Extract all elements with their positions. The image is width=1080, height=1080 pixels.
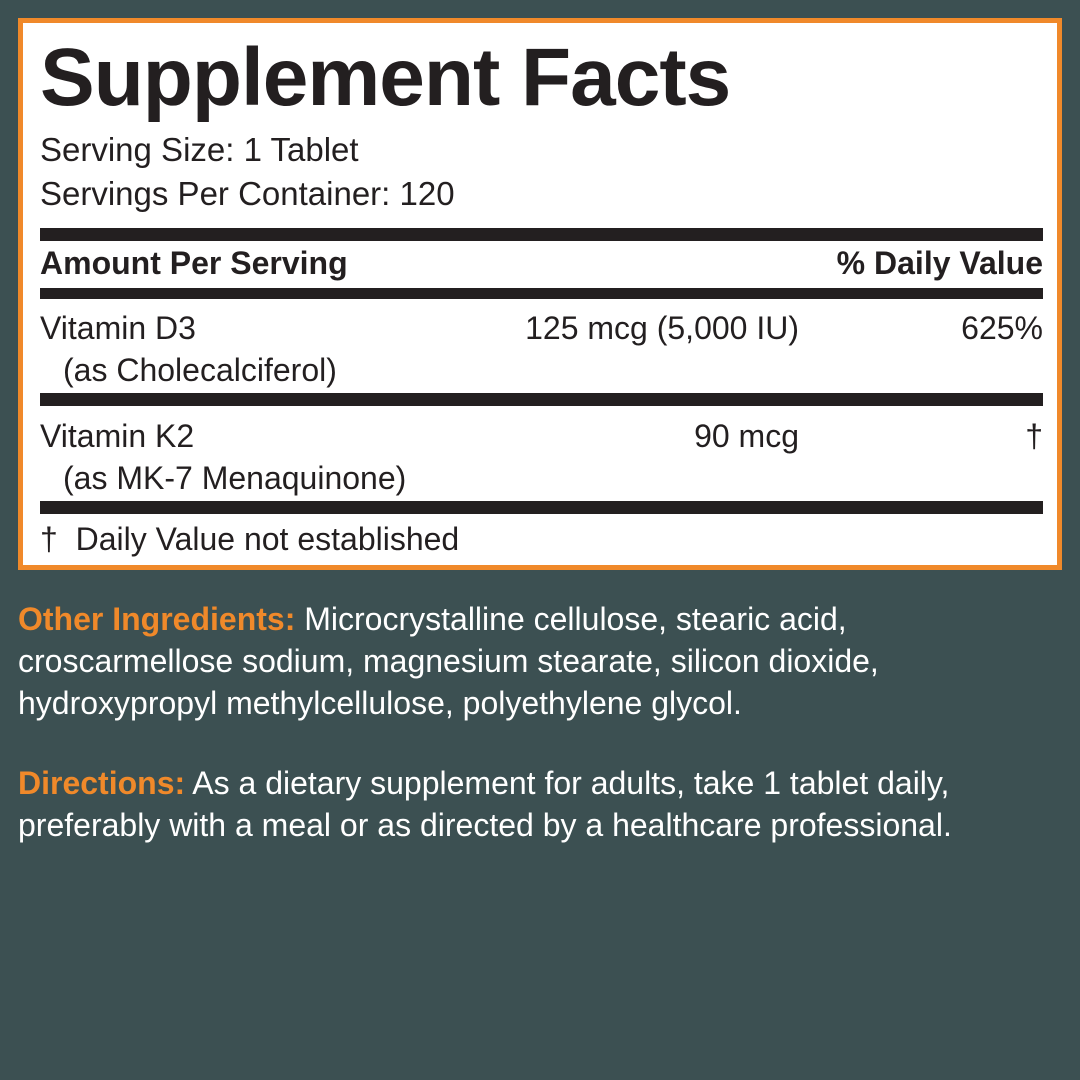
nutrient-name: Vitamin D3 bbox=[40, 310, 196, 346]
ingredients-text: Microcrystalline cellulose, stearic acid… bbox=[295, 601, 847, 637]
serving-size: Serving Size: 1 Tablet bbox=[40, 131, 359, 168]
ingredients: Other Ingredients: Microcrystalline cell… bbox=[18, 598, 879, 724]
footnote: † Daily Value not established bbox=[40, 521, 460, 557]
ingredients-label: Other Ingredients: bbox=[18, 601, 296, 637]
ingredients-text: croscarmellose sodium, magnesium stearat… bbox=[18, 643, 879, 679]
amount-header: Amount Per Serving bbox=[40, 245, 348, 281]
divider bbox=[40, 501, 1043, 514]
nutrient-form: (as Cholecalciferol) bbox=[63, 352, 337, 388]
directions-label: Directions: bbox=[18, 765, 186, 801]
nutrient-amount: 125 mcg (5,000 IU) bbox=[525, 310, 799, 346]
ingredients-line: Other Ingredients: Microcrystalline cell… bbox=[18, 598, 879, 640]
facts-title: Supplement Facts bbox=[40, 32, 731, 123]
divider bbox=[40, 228, 1043, 241]
nutrient-daily-value: 625% bbox=[961, 310, 1043, 346]
supplement-facts-panel: Supplement Facts Serving Size: 1 Tablet … bbox=[18, 18, 1062, 570]
servings-per-container: Servings Per Container: 120 bbox=[40, 175, 455, 212]
ingredients-text: hydroxypropyl methylcellulose, polyethyl… bbox=[18, 685, 742, 721]
nutrient-form: (as MK-7 Menaquinone) bbox=[63, 460, 407, 496]
directions: Directions: As a dietary supplement for … bbox=[18, 762, 952, 846]
directions-line: Directions: As a dietary supplement for … bbox=[18, 762, 952, 804]
directions-text: As a dietary supplement for adults, take… bbox=[185, 765, 950, 801]
divider bbox=[40, 393, 1043, 406]
nutrient-daily-value: † bbox=[1025, 418, 1043, 454]
directions-text: preferably with a meal or as directed by… bbox=[18, 807, 952, 843]
nutrient-amount: 90 mcg bbox=[694, 418, 799, 454]
divider bbox=[40, 288, 1043, 299]
nutrient-name: Vitamin K2 bbox=[40, 418, 195, 454]
daily-value-header: % Daily Value bbox=[836, 245, 1043, 281]
